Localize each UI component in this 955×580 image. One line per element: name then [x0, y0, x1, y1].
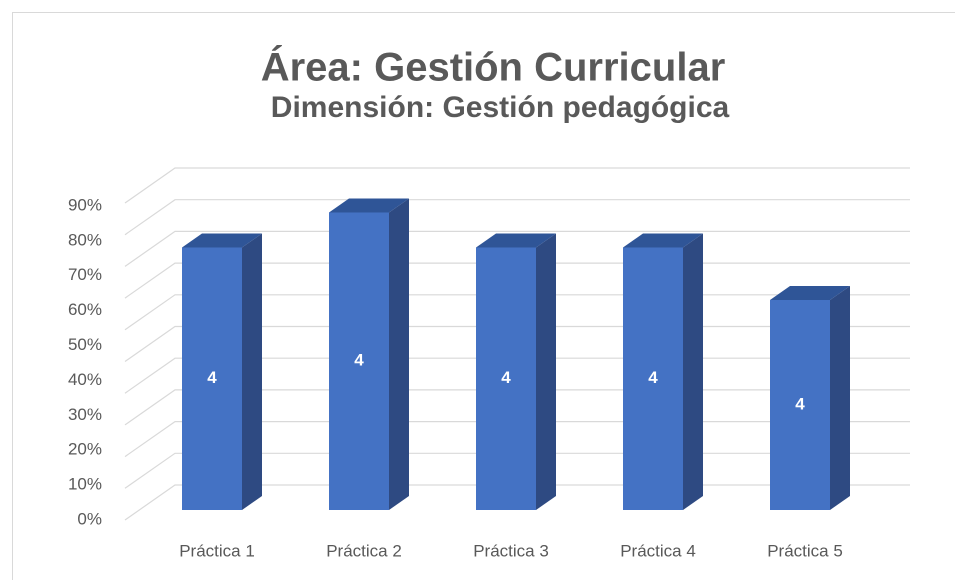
y-tick-label: 60% — [68, 300, 102, 319]
bar — [770, 300, 830, 510]
bar-side — [830, 286, 850, 510]
bar-top — [182, 233, 262, 248]
bar-label: 4 — [648, 368, 658, 387]
x-tick-label: Práctica 3 — [473, 541, 549, 560]
wall-edge — [124, 167, 910, 204]
bar-label: 4 — [501, 368, 511, 387]
y-tick-label: 50% — [68, 335, 102, 354]
y-tick-label: 90% — [68, 195, 102, 214]
y-tick-label: 40% — [68, 370, 102, 389]
bar — [329, 212, 389, 510]
bar-side — [683, 233, 703, 510]
bar-label: 4 — [207, 368, 217, 387]
bar — [623, 247, 683, 510]
bar — [476, 247, 536, 510]
y-tick-label: 20% — [68, 440, 102, 459]
y-tick-label: 0% — [77, 509, 102, 528]
bar-side — [242, 233, 262, 510]
grid-line — [124, 199, 910, 236]
x-tick-label: Práctica 1 — [179, 541, 255, 560]
grid-line — [124, 230, 910, 267]
bar-side — [389, 198, 409, 510]
bar-side — [536, 233, 556, 510]
y-tick-label: 80% — [68, 230, 102, 249]
bar-top — [476, 233, 556, 248]
chart-title: Área: Gestión Curricular — [261, 45, 726, 90]
chart-subtitle: Dimensión: Gestión pedagógica — [271, 91, 730, 124]
bar-label: 4 — [795, 394, 805, 413]
y-tick-label: 70% — [68, 265, 102, 284]
bar-top — [623, 233, 703, 248]
y-tick-label: 10% — [68, 475, 102, 494]
x-tick-label: Práctica 2 — [326, 541, 402, 560]
bar-label: 4 — [354, 351, 364, 370]
y-tick-label: 30% — [68, 405, 102, 424]
bar-top — [770, 286, 850, 300]
x-tick-label: Práctica 4 — [620, 541, 696, 560]
bar-top — [329, 198, 409, 213]
x-tick-label: Práctica 5 — [767, 541, 843, 560]
bar — [182, 247, 242, 510]
